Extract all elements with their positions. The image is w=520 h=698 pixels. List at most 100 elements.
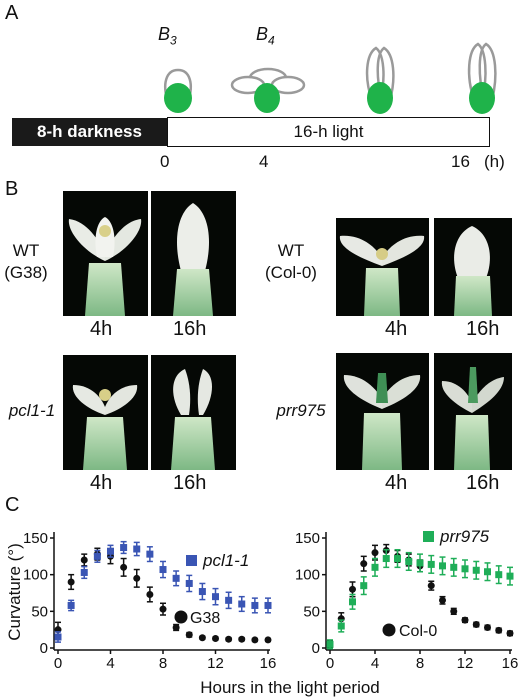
data-point — [371, 563, 379, 571]
stage-b3-label: B3 — [158, 24, 177, 48]
data-point — [506, 629, 514, 637]
time-label-prr975-16h: 16h — [466, 472, 500, 494]
legend-label-pcl1-1: pcl1-1 — [202, 551, 249, 570]
photo-g38-4h — [63, 191, 148, 316]
panel-a-letter: A — [5, 2, 19, 24]
data-point — [264, 601, 272, 609]
data-point — [225, 635, 233, 643]
time-label-col0-16h: 16h — [466, 318, 500, 340]
legend-label-col0: Col-0 — [399, 623, 437, 640]
time-label-g38-16h: 16h — [173, 318, 207, 340]
data-point — [349, 598, 356, 606]
data-point — [251, 601, 259, 609]
photo-prr975-16h — [434, 353, 512, 470]
data-point — [120, 544, 128, 552]
data-point — [450, 563, 458, 571]
data-point — [67, 601, 75, 609]
data-point — [225, 596, 233, 604]
legend-swatch-g38 — [174, 610, 188, 624]
data-point — [146, 550, 154, 558]
data-point — [472, 566, 480, 574]
data-point — [159, 566, 167, 574]
tick-4: 4 — [259, 152, 269, 171]
x-tick-label: 0 — [54, 655, 62, 672]
label-pcl1-1: pcl1-1 — [8, 401, 56, 420]
data-point — [495, 571, 503, 579]
x-tick-label: 16 — [502, 655, 519, 672]
data-point — [133, 545, 141, 553]
legend-label-prr975: prr975 — [439, 527, 490, 546]
data-point — [461, 616, 469, 624]
data-point — [484, 623, 491, 631]
series-pcl1-1 — [54, 540, 272, 643]
data-point — [337, 622, 345, 630]
x-tick-label: 4 — [106, 655, 114, 672]
legend-swatch-col0 — [382, 623, 396, 637]
data-point — [360, 582, 368, 590]
legend-swatch-pcl1-1 — [186, 555, 197, 566]
panel-b-letter: B — [5, 178, 19, 200]
data-point — [185, 579, 193, 587]
data-point — [159, 605, 167, 613]
closed-flower-late-icon — [467, 42, 497, 114]
data-point — [461, 565, 469, 573]
bud-b3-icon — [164, 68, 192, 113]
data-point — [326, 640, 334, 648]
data-point — [120, 563, 128, 571]
panel-c-letter: C — [5, 494, 20, 516]
light-bar: 16-h light — [167, 117, 490, 147]
data-point — [172, 574, 180, 582]
y-tick-label: 0 — [40, 640, 48, 657]
x-tick-label: 12 — [207, 655, 224, 672]
y-tick-label: 0 — [312, 640, 320, 657]
time-label-pcl1-4h: 4h — [90, 472, 113, 494]
photo-g38-16h — [151, 191, 236, 316]
y-axis-label: Curvature (°) — [5, 543, 24, 640]
label-wt-g38: WT (G38) — [4, 241, 48, 282]
data-point — [349, 585, 356, 593]
data-point — [185, 631, 193, 639]
data-point — [405, 557, 413, 565]
curvature-charts: 0 50 100 150 0 4 8 12 16 0 50 100 150 0 4 8 12 16 pcl1-1 G3… — [5, 527, 518, 697]
y-tick-label: 50 — [303, 603, 320, 620]
data-point — [146, 590, 154, 598]
time-label-col0-4h: 4h — [385, 318, 408, 340]
data-point — [238, 600, 246, 608]
data-point — [427, 560, 435, 568]
tick-0: 0 — [160, 152, 170, 171]
time-label-pcl1-16h: 16h — [173, 472, 207, 494]
data-point — [212, 593, 219, 601]
data-point — [54, 633, 62, 641]
photo-pcl1-4h — [63, 355, 148, 470]
closed-flower-icon — [365, 46, 395, 114]
data-point — [416, 559, 424, 567]
data-point — [107, 547, 114, 555]
y-tick-label: 50 — [31, 603, 48, 620]
y-tick-label: 150 — [295, 530, 320, 547]
data-point — [93, 552, 101, 560]
x-tick-label: 12 — [457, 655, 474, 672]
flower-stage-drawings — [164, 42, 497, 114]
photo-prr975-4h — [336, 353, 429, 470]
data-point — [67, 578, 75, 586]
data-point — [439, 596, 446, 604]
data-point — [238, 635, 246, 643]
photo-col0-4h — [336, 218, 429, 316]
data-point — [382, 555, 390, 563]
data-point — [212, 634, 219, 642]
stage-b4-label: B4 — [256, 24, 275, 48]
label-wt-col0: WT (Col-0) — [265, 241, 317, 282]
y-tick-label: 100 — [23, 567, 48, 584]
data-point — [472, 621, 480, 629]
photo-pcl1-16h — [151, 355, 236, 470]
data-point — [133, 574, 141, 582]
darkness-bar: 8-h darkness — [12, 118, 167, 146]
x-tick-label: 8 — [159, 655, 167, 672]
chart-1: 0 50 100 150 0 4 8 12 16 — [295, 530, 518, 672]
data-point — [251, 636, 259, 644]
tick-unit: (h) — [484, 152, 505, 171]
time-label-prr975-4h: 4h — [385, 472, 408, 494]
data-point — [371, 549, 379, 557]
data-point — [484, 568, 491, 576]
x-tick-label: 16 — [260, 655, 277, 672]
